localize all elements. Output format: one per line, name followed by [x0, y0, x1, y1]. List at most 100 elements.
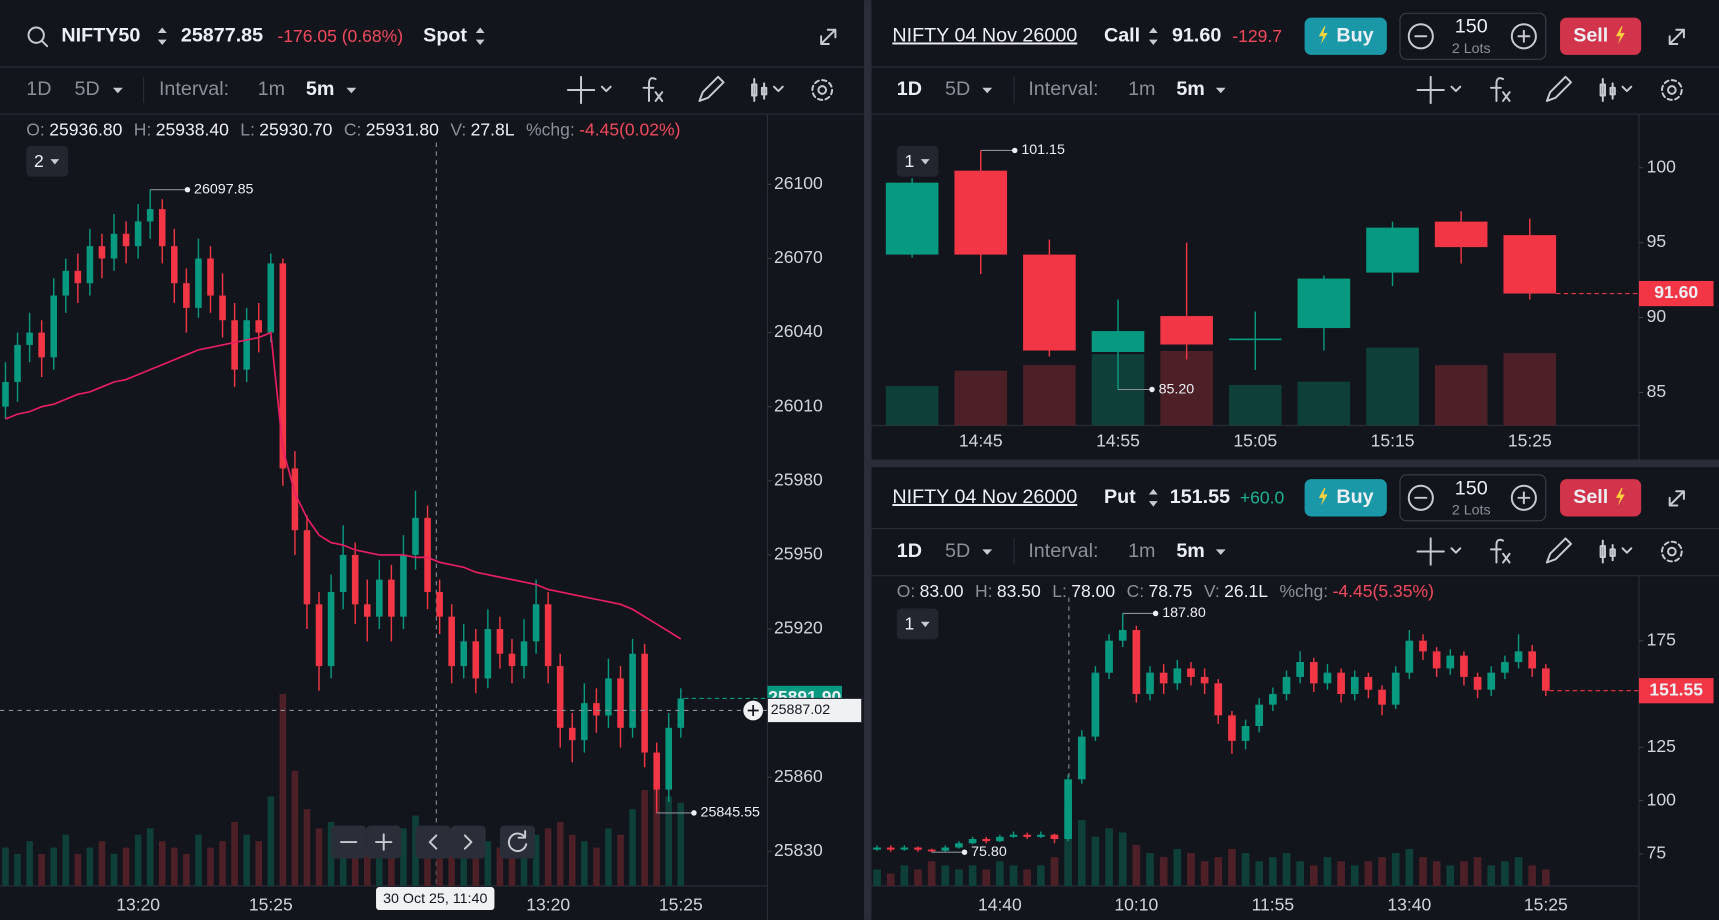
volume-bar: [484, 841, 492, 886]
buy-label[interactable]: Buy: [1336, 486, 1373, 508]
indicator-icon[interactable]: [1489, 77, 1511, 102]
multiplier-select[interactable]: 1: [896, 145, 939, 177]
range-1d[interactable]: 1D: [26, 78, 51, 100]
volume-bar: [1214, 857, 1223, 886]
multiplier[interactable]: 2: [34, 151, 44, 171]
range-5d[interactable]: 5D: [945, 78, 970, 100]
updown-icon[interactable]: [475, 27, 485, 46]
expand-icon[interactable]: [1668, 490, 1685, 507]
increase-button[interactable]: [1510, 23, 1537, 50]
option-type[interactable]: Put: [1104, 486, 1136, 508]
symbol[interactable]: NIFTY50: [61, 24, 140, 46]
option-type[interactable]: Call: [1104, 24, 1140, 46]
multiplier-select[interactable]: 2: [26, 145, 68, 177]
volume-bar: [1378, 857, 1386, 886]
volume-bar: [207, 847, 214, 886]
range-5d[interactable]: 5D: [945, 540, 970, 562]
volume-bar: [62, 834, 70, 886]
sell-button[interactable]: Sell: [1560, 17, 1642, 55]
sell-label[interactable]: Sell: [1573, 486, 1608, 508]
zoom-in-button[interactable]: [366, 825, 402, 859]
crosshair-icon[interactable]: [1416, 75, 1462, 105]
zoom-out-button[interactable]: [331, 825, 367, 859]
volume-bar: [996, 861, 1004, 886]
decrease-button[interactable]: [1407, 23, 1434, 50]
dropdown-icon[interactable]: [112, 87, 123, 94]
updown-icon[interactable]: [1148, 27, 1158, 46]
volume-bar: [1473, 857, 1482, 886]
dropdown-icon[interactable]: [1215, 549, 1226, 555]
volume-bar: [219, 841, 226, 886]
decrease-button[interactable]: [1407, 484, 1434, 511]
quantity[interactable]: 150: [1455, 477, 1488, 499]
sell-label[interactable]: Sell: [1573, 24, 1608, 46]
interval-5m[interactable]: 5m: [306, 78, 335, 100]
mode[interactable]: Spot: [423, 24, 467, 46]
reset-button[interactable]: [499, 825, 535, 859]
chart-type-icon[interactable]: [1599, 539, 1633, 564]
dropdown-icon[interactable]: [600, 85, 612, 93]
x-tick-label: 14:45: [959, 431, 1003, 451]
multiplier[interactable]: 1: [904, 614, 914, 634]
interval-5m[interactable]: 5m: [1176, 540, 1204, 562]
buy-button[interactable]: Buy: [1304, 17, 1387, 55]
buy-label[interactable]: Buy: [1336, 24, 1373, 46]
sell-button[interactable]: Sell: [1560, 479, 1642, 517]
range-1d[interactable]: 1D: [897, 540, 922, 562]
range-1d[interactable]: 1D: [897, 78, 922, 100]
candle-body: [351, 554, 359, 605]
candle-body: [2, 381, 9, 407]
ohlc-legend: O: 25936.80 H: 25938.40 L: 25930.70 C: 25931…: [26, 119, 680, 139]
symbol[interactable]: NIFTY 04 Nov 26000: [892, 486, 1077, 508]
interval-1m[interactable]: 1m: [1128, 540, 1155, 562]
interval-1m[interactable]: 1m: [1128, 78, 1155, 100]
updown-icon[interactable]: [157, 27, 167, 46]
volume-bar: [1337, 861, 1345, 886]
draw-icon[interactable]: [1545, 537, 1572, 564]
volume-bar: [267, 796, 275, 886]
candle-body: [1366, 227, 1419, 273]
draw-icon[interactable]: [698, 75, 725, 102]
y-tick-label: 25950: [774, 544, 823, 564]
settings-icon[interactable]: [1661, 540, 1683, 563]
dropdown-icon[interactable]: [346, 87, 357, 94]
candle-body: [26, 332, 33, 345]
dropdown-icon[interactable]: [982, 549, 993, 555]
dropdown-icon[interactable]: [1215, 87, 1226, 94]
candle-body: [1255, 704, 1264, 726]
chart-type-icon[interactable]: [751, 78, 784, 102]
range-5d[interactable]: 5D: [75, 78, 100, 100]
volume-bar: [1323, 857, 1332, 886]
settings-icon[interactable]: [811, 79, 834, 101]
updown-icon[interactable]: [1148, 489, 1158, 507]
volume-bar: [1228, 848, 1236, 886]
dropdown-icon[interactable]: [982, 87, 993, 94]
settings-icon[interactable]: [1661, 79, 1683, 101]
multiplier-select[interactable]: 1: [896, 608, 939, 640]
candle-body: [677, 698, 685, 728]
toolbar: 1D 5D Interval: 1m 5m: [897, 537, 1683, 566]
interval-5m[interactable]: 5m: [1176, 78, 1204, 100]
crosshair-icon[interactable]: [566, 75, 596, 105]
candle-body: [62, 270, 70, 296]
indicator-icon[interactable]: [642, 77, 664, 102]
symbol[interactable]: NIFTY 04 Nov 26000: [892, 24, 1077, 46]
search-icon[interactable]: [27, 26, 49, 48]
multiplier[interactable]: 1: [904, 151, 914, 171]
candle-body: [484, 629, 492, 679]
expand-icon[interactable]: [820, 28, 837, 45]
draw-icon[interactable]: [1545, 75, 1572, 102]
scroll-right-button[interactable]: [450, 825, 486, 859]
expand-icon[interactable]: [1668, 28, 1685, 45]
volume-bar: [496, 847, 504, 886]
interval-1m[interactable]: 1m: [258, 78, 285, 100]
crosshair-icon[interactable]: [1416, 537, 1462, 566]
scroll-left-button[interactable]: [415, 825, 451, 859]
y-tick-label: 25920: [774, 618, 823, 638]
crosshair-time: 30 Oct 25, 11:40: [383, 891, 487, 907]
quantity[interactable]: 150: [1455, 16, 1488, 38]
buy-button[interactable]: Buy: [1304, 479, 1387, 517]
indicator-icon[interactable]: [1489, 538, 1511, 564]
chart-type-icon[interactable]: [1599, 78, 1633, 102]
increase-button[interactable]: [1510, 484, 1537, 511]
